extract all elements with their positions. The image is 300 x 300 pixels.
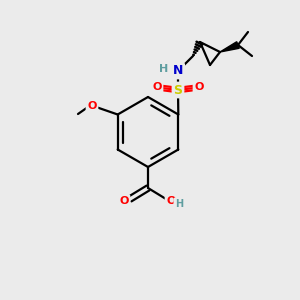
Text: O: O [194,82,204,92]
Text: O: O [87,101,97,111]
Text: N: N [173,64,183,77]
Text: O: O [166,196,176,206]
Text: O: O [152,82,162,92]
Text: S: S [173,83,182,97]
Text: O: O [119,196,129,206]
Text: H: H [175,199,183,209]
Polygon shape [220,42,239,52]
Text: H: H [159,64,169,74]
